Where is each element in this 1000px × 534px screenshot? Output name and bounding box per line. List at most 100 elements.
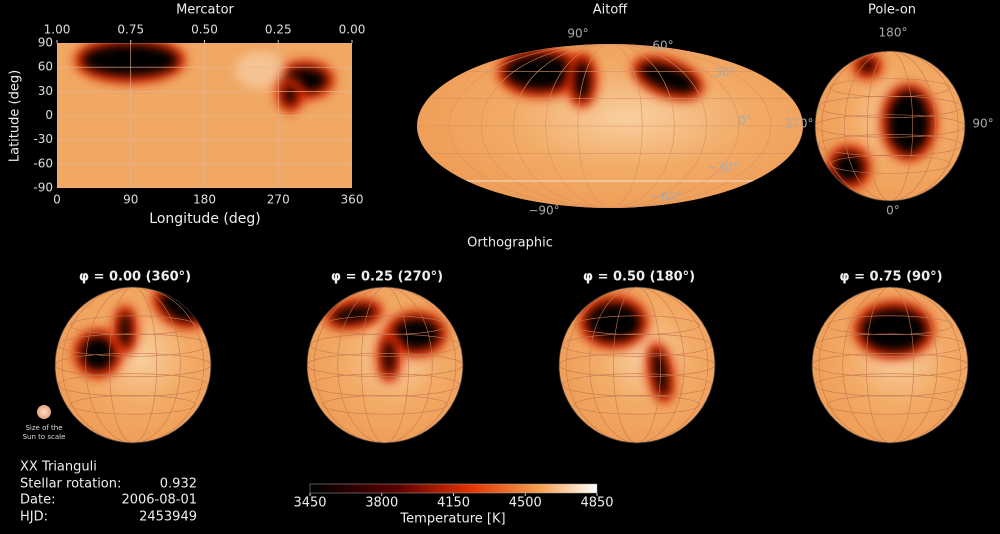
colorbar-tick-label: 4850 [580,496,613,511]
view-title: φ = 0.75 (90°) [839,270,942,285]
y-tick-label: -60 [33,156,53,170]
y-tick-label: 90 [38,36,53,50]
x-tick-label: 360 [341,193,364,207]
spot-umbra [586,302,641,342]
meridian [337,287,433,443]
grid-label: 270° [785,117,814,131]
grid-label: −60° [650,190,681,204]
grid-label: 30° [714,66,735,80]
section-title: Orthographic [467,236,553,251]
parallel [70,315,196,335]
spot-umbra [383,340,395,375]
parallel [310,333,460,357]
view-title: φ = 0.25 (270°) [331,270,443,285]
y-tick-label: -90 [33,181,53,195]
parallel [815,373,965,397]
x-tick-label: 180 [193,193,216,207]
info-value: 2453949 [139,510,197,525]
sun-icon [37,405,51,419]
parallel [58,333,208,357]
colorbar-tick-label: 3800 [365,496,398,511]
parallel [310,373,460,397]
sphere [307,287,463,443]
parallel [55,352,211,377]
meridian [613,287,661,443]
spot-umbra [119,312,131,348]
spot-umbra [833,152,864,183]
parallel [574,395,700,415]
meridian [842,287,938,443]
parallel [818,134,962,157]
grid-label: 0° [738,114,752,128]
meridian [818,287,962,443]
mercator-map [57,43,352,188]
spot-umbra [860,60,875,72]
parallel [827,395,953,415]
star-name: XX Trianguli [20,460,97,475]
top-tick-label: 1.00 [44,23,71,37]
sun-label: Size of the [25,424,62,432]
parallel [815,333,965,357]
view-title: φ = 0.50 (180°) [583,270,695,285]
bright-region [235,52,285,88]
grid-label: 180° [879,26,908,40]
grid-label: 60° [652,39,673,53]
grid-label: 90° [972,117,993,131]
colorbar-tick-label: 4500 [509,496,542,511]
spot-umbra [887,90,930,154]
meridian [565,287,709,443]
parallel [58,373,208,397]
meridian [85,287,181,443]
info-value: 0.932 [160,477,197,492]
sphere-surface [55,287,211,443]
parallel [307,352,463,377]
grid-label: −30° [707,161,738,175]
info-value: 2006-08-01 [121,493,197,508]
meridian [866,287,914,443]
limb [306,286,464,444]
grid-label: 0° [886,204,900,218]
parallel [829,78,951,98]
sphere [559,287,715,443]
parallel [559,352,715,377]
sphere [815,51,965,201]
x-tick-label: 270 [267,193,290,207]
meridian [821,51,959,201]
y-tick-label: 60 [38,60,53,74]
view-title: φ = 0.00 (360°) [79,270,191,285]
top-tick-label: 0.00 [339,23,366,37]
spot-umbra [284,85,296,105]
spot-umbra [392,318,440,350]
parallel [322,395,448,415]
parallel [812,352,968,377]
spot-umbra [639,62,697,94]
spot-umbra [505,54,575,90]
y-tick-label: 30 [38,84,53,98]
meridian [61,287,205,443]
limb [811,286,969,444]
meridian [844,51,936,201]
top-tick-label: 0.75 [117,23,144,37]
parallel [818,95,962,118]
panel-title: Mercator [176,3,234,18]
top-tick-label: 0.50 [191,23,218,37]
info-key: HJD: [20,510,48,525]
limb [54,286,212,444]
panel-title: Aitoff [593,3,629,18]
meridian [109,287,157,443]
parallel [562,333,712,357]
parallel [70,395,196,415]
parallel [562,373,712,397]
colorbar [309,483,598,494]
meridian [866,51,914,201]
spot-umbra [80,336,116,371]
sphere [812,287,968,443]
sun-label: Sun to scale [23,433,66,441]
spot-umbra [861,308,927,352]
grid-label: 90° [567,27,588,41]
info-key: Date: [20,493,55,508]
parallel [827,315,953,335]
colorbar-tick-label: 3450 [293,496,326,511]
